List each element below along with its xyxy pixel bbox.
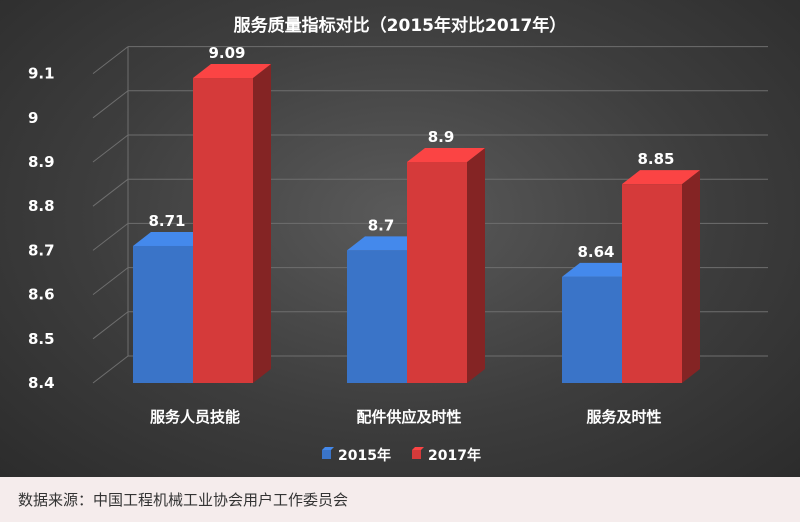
data-label: 9.09 — [208, 44, 245, 62]
y-tick-label: 8.4 — [28, 374, 55, 392]
bar-front — [407, 162, 467, 383]
grid-line-depth — [92, 134, 129, 163]
bar-top — [347, 236, 425, 251]
legend-label: 2015年 — [338, 447, 391, 464]
bar-top — [133, 231, 211, 246]
data-label: 8.64 — [577, 243, 614, 261]
bar-front — [562, 276, 622, 383]
grid-line-depth — [92, 178, 129, 207]
bars: 8.71 9.09 8.7 8.9 8.64 8.85 — [133, 44, 700, 384]
y-tick-label: 9.1 — [28, 65, 55, 83]
category-labels: 服务人员技能 配件供应及时性 服务及时性 — [150, 408, 662, 426]
bar-1-1 — [407, 148, 485, 383]
bar-front — [622, 184, 682, 383]
data-label: 8.71 — [148, 212, 185, 230]
bar-top — [193, 64, 271, 79]
bar-chart: 服务质量指标对比（2015年对比2017年） 8.48.58.68.78.88.… — [28, 15, 768, 464]
source-footer: 数据来源：中国工程机械工业协会用户工作委员会 — [0, 477, 800, 522]
y-tick-label: 8.5 — [28, 330, 55, 348]
legend-swatch — [412, 450, 421, 459]
category-label: 服务人员技能 — [150, 408, 240, 426]
grid-line-depth — [92, 46, 129, 74]
bar-top — [562, 262, 640, 277]
category-label: 配件供应及时性 — [356, 408, 461, 426]
bar-top — [407, 148, 485, 162]
y-axis-ticks: 8.4 8.5 8.6 8.7 8.8 8.9 9 9.1 — [28, 65, 55, 392]
grid-line-depth — [92, 223, 129, 251]
source-note: 数据来源：中国工程机械工业协会用户工作委员会 — [18, 491, 349, 509]
y-tick-label: 8.7 — [28, 241, 55, 259]
data-label: 8.85 — [637, 150, 674, 168]
data-label: 8.7 — [368, 216, 395, 234]
bar-front — [347, 250, 407, 383]
bar-side — [253, 64, 271, 384]
bar-top — [622, 170, 700, 185]
grid-line-depth — [92, 267, 129, 295]
legend-swatch-top — [322, 447, 334, 450]
legend-label: 2017年 — [428, 447, 481, 464]
data-label: 8.9 — [428, 128, 455, 146]
legend-swatch-top — [412, 447, 424, 450]
y-tick-label: 8.8 — [28, 197, 55, 215]
y-tick-label: 8.6 — [28, 286, 55, 304]
legend: 2015年 2017年 — [322, 447, 481, 464]
bar-1-2 — [622, 170, 700, 383]
bar-front — [193, 78, 253, 384]
grid-line-depth — [92, 90, 129, 119]
category-label: 服务及时性 — [586, 408, 661, 426]
y-tick-label: 9 — [28, 109, 38, 127]
bar-1-0 — [193, 64, 271, 384]
grid-line-depth — [92, 355, 129, 384]
bar-front — [133, 245, 193, 383]
bar-side — [682, 170, 700, 383]
bar-side — [467, 148, 485, 383]
y-tick-label: 8.9 — [28, 153, 55, 171]
grid-line-depth — [92, 311, 129, 340]
legend-swatch — [322, 450, 331, 459]
chart-title: 服务质量指标对比（2015年对比2017年） — [234, 15, 567, 36]
